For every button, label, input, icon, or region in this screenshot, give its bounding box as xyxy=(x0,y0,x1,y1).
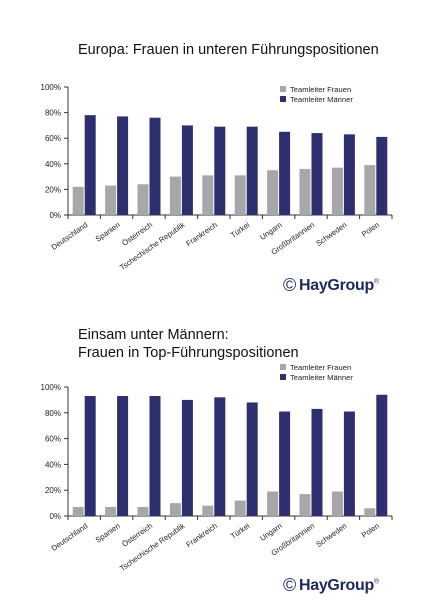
logo-text: HayGroup xyxy=(298,577,374,594)
bar-maenner xyxy=(149,117,161,215)
bar-maenner xyxy=(279,411,291,516)
legend-label: Teamleiter Frauen xyxy=(290,85,351,94)
chart-title: Einsam unter Männern: Frauen in Top-Führ… xyxy=(78,326,299,362)
y-tick-label: 20% xyxy=(45,486,61,495)
bar-maenner xyxy=(343,411,355,516)
bar-frauen xyxy=(331,167,343,215)
bar-maenner xyxy=(376,394,388,516)
registered-mark: ® xyxy=(373,278,379,286)
chart-block-1: Europa: Frauen in unteren Führungspositi… xyxy=(0,0,425,300)
registered-mark: ® xyxy=(373,578,379,586)
copyright-icon: © xyxy=(283,575,296,595)
x-tick-label: Spanien xyxy=(94,521,122,544)
y-tick-label: 100% xyxy=(41,83,61,92)
chart-title: Europa: Frauen in unteren Führungspositi… xyxy=(78,41,379,59)
legend-swatch xyxy=(280,374,286,380)
hay-group-logo: © HayGroup® xyxy=(283,274,379,295)
x-tick-label: Polen xyxy=(360,521,381,540)
bar-frauen xyxy=(105,506,117,516)
bar-maenner xyxy=(376,136,388,215)
x-tick-label: Türkei xyxy=(229,220,252,240)
bar-maenner xyxy=(181,399,193,516)
bar-frauen xyxy=(234,175,246,215)
y-tick-label: 20% xyxy=(45,185,61,194)
bar-maenner xyxy=(246,402,258,516)
y-tick-label: 80% xyxy=(45,409,61,418)
bar-maenner xyxy=(117,116,129,215)
bar-maenner xyxy=(117,396,129,516)
bar-frauen xyxy=(364,508,376,516)
bar-frauen xyxy=(105,185,117,215)
bar-frauen xyxy=(72,506,84,516)
bar-frauen xyxy=(331,491,343,516)
bar-maenner xyxy=(246,126,258,215)
chart-title-line: Europa: Frauen in unteren Führungspositi… xyxy=(78,42,379,58)
bar-maenner xyxy=(214,397,226,516)
bar-maenner xyxy=(311,408,323,516)
y-tick-label: 40% xyxy=(45,160,61,169)
bar-maenner xyxy=(311,133,323,215)
x-tick-label: Deutschland xyxy=(50,521,90,553)
y-tick-label: 60% xyxy=(45,134,61,143)
chart-title-line: Frauen in Top-Führungspositionen xyxy=(78,345,299,361)
bar-frauen xyxy=(137,184,149,215)
y-tick-label: 80% xyxy=(45,109,61,118)
y-tick-label: 60% xyxy=(45,435,61,444)
x-tick-label: Ungarn xyxy=(258,521,284,543)
chart-title-line: Einsam unter Männern: xyxy=(78,327,229,343)
bar-frauen xyxy=(202,175,214,215)
bar-frauen xyxy=(137,506,149,516)
x-tick-label: Polen xyxy=(360,220,381,239)
y-tick-label: 100% xyxy=(41,383,61,392)
bar-chart: 0%20%40%60%80%100%Deutschland SpanienÖste… xyxy=(41,83,393,272)
bar-frauen xyxy=(169,503,181,516)
bar-frauen xyxy=(267,491,279,516)
bar-frauen xyxy=(299,494,311,516)
chart-block-2: Einsam unter Männern: Frauen in Top-Führ… xyxy=(0,300,425,601)
bar-chart: 0%20%40%60%80%100%Deutschland SpanienÖste… xyxy=(41,363,393,573)
bar-frauen xyxy=(169,176,181,215)
logo-text: HayGroup xyxy=(298,277,374,294)
x-tick-label: Deutschland xyxy=(50,220,90,252)
legend-swatch xyxy=(280,86,286,92)
bar-frauen xyxy=(299,168,311,215)
legend-swatch xyxy=(280,96,286,102)
legend-swatch xyxy=(280,364,286,370)
x-tick-label: Ungarn xyxy=(258,220,284,242)
x-tick-label: Türkei xyxy=(229,521,252,541)
x-tick-label: Frankreich xyxy=(184,521,219,549)
y-tick-label: 40% xyxy=(45,460,61,469)
bar-maenner xyxy=(343,134,355,215)
bar-maenner xyxy=(214,126,226,215)
copyright-icon: © xyxy=(283,275,296,295)
bar-maenner xyxy=(279,131,291,215)
y-tick-label: 0% xyxy=(49,211,61,220)
bar-frauen xyxy=(267,170,279,215)
x-tick-label: Schweden xyxy=(314,220,348,248)
y-tick-label: 0% xyxy=(49,512,61,521)
bar-frauen xyxy=(202,505,214,516)
legend-label: Teamleiter Männer xyxy=(290,95,353,104)
x-tick-label: Spanien xyxy=(94,220,122,243)
bar-maenner xyxy=(181,125,193,215)
bar-maenner xyxy=(84,115,96,215)
legend-label: Teamleiter Frauen xyxy=(290,363,351,372)
x-tick-label: Schweden xyxy=(314,521,348,549)
x-tick-label: Frankreich xyxy=(184,220,219,248)
bar-frauen xyxy=(234,500,246,516)
bar-maenner xyxy=(149,396,161,516)
legend-label: Teamleiter Männer xyxy=(290,373,353,382)
bar-frauen xyxy=(72,186,84,215)
bar-frauen xyxy=(364,165,376,215)
bar-maenner xyxy=(84,396,96,516)
hay-group-logo: © HayGroup® xyxy=(283,574,379,595)
